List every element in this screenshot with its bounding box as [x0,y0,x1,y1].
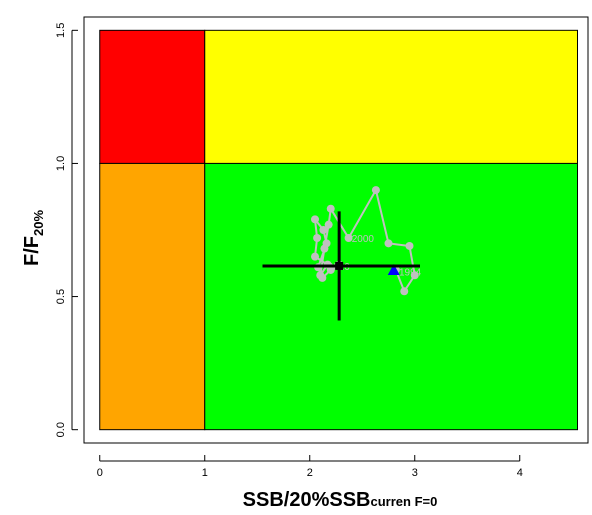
trajectory-point [344,233,353,242]
zone-overfishing [204,29,578,164]
x-tick-label: 4 [517,467,523,479]
trajectory-point [318,273,327,282]
stock-status-zones [99,29,578,431]
start-marker [387,263,400,275]
current-point-marker [335,261,344,270]
zone-overfished [99,162,206,431]
y-tick-label: 0.0 [55,422,67,437]
trajectory-point [322,239,331,248]
trajectory-point [384,239,393,248]
trajectory-point [326,204,335,213]
plot-frame [83,16,589,444]
trajectory-point [311,215,319,224]
trajectory-point [405,241,414,250]
trajectory-point [371,186,380,195]
x-tick-label: 2 [307,467,313,479]
y-axis-title: F/F20% [21,210,46,266]
current-status-point [262,211,420,321]
x-tick-label: 0 [97,467,103,479]
trajectory-point [313,233,322,242]
trajectory-point [319,226,328,234]
y-tick-label: 1.5 [55,23,67,38]
year-label: 1994 [399,267,422,278]
x-tick-label: 3 [412,467,418,479]
year-label: 2000 [352,234,375,245]
zone-overfished-overfishing [99,29,206,164]
trajectory-point [326,265,335,274]
x-axis-title: SSB/20%SSBcurren F=0 [243,489,438,511]
trajectory-point [311,252,319,261]
trajectory-point [410,271,419,280]
axes: 0 1 2 3 4 0.0 0.5 1.0 1.5 [55,16,589,479]
y-tick-label: 1.0 [55,156,67,171]
x-tick-label: 1 [202,467,208,479]
trajectory-point [324,220,333,229]
trajectory-point [400,287,409,296]
y-tick-label: 0.5 [55,289,67,304]
zone-healthy [204,162,578,431]
